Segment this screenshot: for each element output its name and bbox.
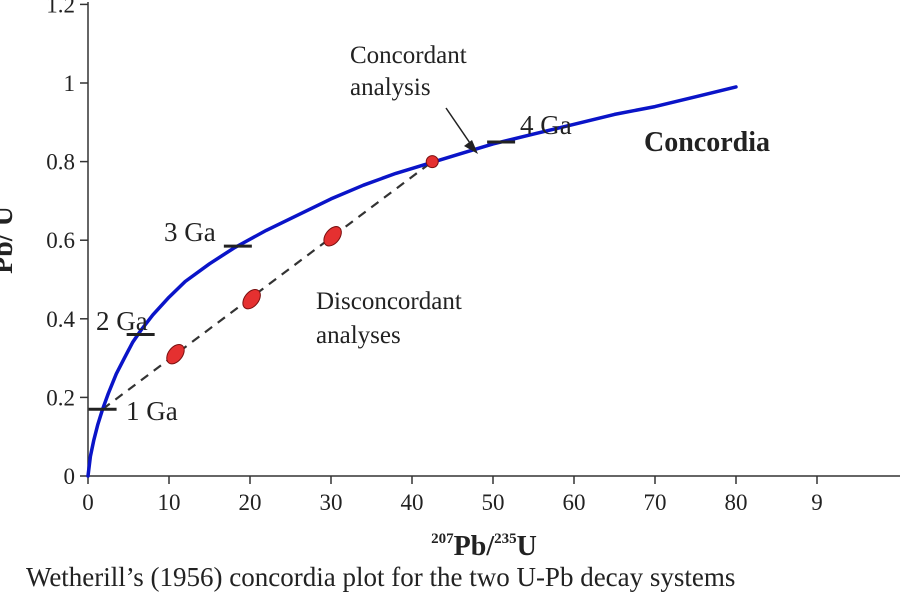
concordant-arrow-head: [464, 140, 478, 154]
discordant-point: [242, 288, 261, 310]
figure-caption: Wetherill’s (1956) concordia plot for th…: [26, 562, 736, 592]
x-axis-title-main2: U: [517, 531, 537, 562]
age-label-4ga: 4 Ga: [520, 110, 572, 140]
x-axis-title: 207Pb/235U: [431, 531, 537, 562]
x-tick-label: 10: [158, 490, 181, 515]
discordia-line: [101, 160, 433, 411]
y-tick-label: 0.6: [46, 228, 75, 253]
x-tick-label: 9: [811, 490, 823, 515]
x-tick-label: 20: [239, 490, 262, 515]
x-tick-label: 70: [644, 490, 667, 515]
concordant-point: [425, 155, 439, 169]
age-label-3ga: 3 Ga: [164, 217, 216, 247]
discordant-point: [166, 343, 185, 365]
x-tick-label: 0: [82, 490, 94, 515]
y-tick-label: 0.2: [46, 385, 75, 410]
y-tick-label: 0.4: [46, 307, 75, 332]
concordia-curve-label: Concordia: [644, 127, 770, 158]
discordant-point: [323, 226, 342, 247]
y-tick-label: 0.8: [46, 150, 75, 175]
y-tick-label: 0: [64, 464, 76, 489]
x-axis-title-sup2: 235: [494, 531, 517, 547]
discordant-annotation-line2: analyses: [316, 322, 401, 349]
y-tick-label: 1: [64, 71, 76, 96]
x-tick-label: 80: [725, 490, 748, 515]
concordant-annotation-line2: analysis: [350, 74, 431, 101]
concordant-annotation-line1: Concordant: [350, 42, 467, 69]
concordant-arrow-shaft: [445, 107, 473, 147]
x-tick-label: 40: [401, 490, 424, 515]
x-tick-label: 50: [482, 490, 505, 515]
age-label-2ga: 2 Ga: [96, 306, 148, 336]
x-axis-title-sup1: 207: [431, 531, 454, 547]
discordant-annotation-line1: Disconcordant: [316, 288, 462, 315]
y-axis-title: Pb/ U: [0, 206, 19, 274]
x-tick-label: 30: [320, 490, 343, 515]
plot-area: [86, 85, 738, 478]
tick-labels: 0 10 20 30 40 50 60 70 80 900.20.40.60.811.2: [46, 0, 823, 515]
concordia-curve: [86, 85, 738, 478]
x-axis-title-main1: Pb/: [454, 531, 496, 562]
age-label-1ga: 1 Ga: [126, 396, 178, 426]
x-tick-label: 60: [563, 490, 586, 515]
y-tick-label: 1.2: [46, 0, 75, 17]
